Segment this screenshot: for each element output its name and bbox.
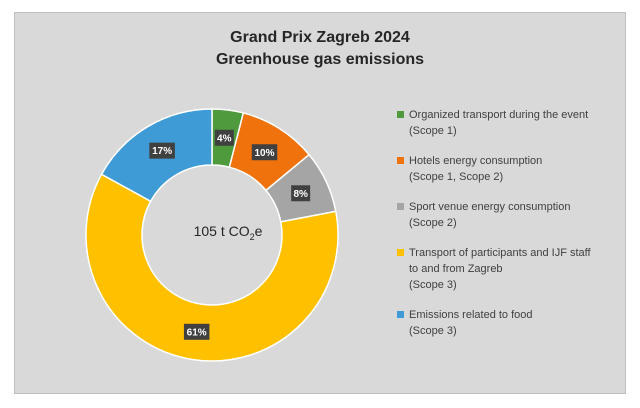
legend-item-3: Transport of participants and IJF staff t…	[397, 245, 633, 293]
legend-label-line: (Scope 1, Scope 2)	[409, 171, 504, 183]
legend-item-0: Organized transport during the event (Sco…	[397, 107, 633, 139]
legend-label-line: Sport venue energy consumption	[409, 201, 571, 213]
chart-area: Grand Prix Zagreb 2024 Greenhouse gas em…	[14, 12, 626, 394]
data-label-box-4	[149, 142, 175, 159]
data-label-box-2	[291, 185, 311, 202]
chart-title-line-1: Grand Prix Zagreb 2024	[230, 29, 410, 46]
legend-swatch-0	[397, 111, 404, 118]
data-label-box-1	[251, 144, 278, 161]
data-label-box-0	[214, 129, 234, 146]
data-label-3: 61%	[187, 327, 207, 338]
data-label-box-3	[183, 323, 210, 340]
legend-label-line: Organized transport during the event	[409, 109, 589, 121]
donut-chart: 4% 10% 8% 61% 17%	[85, 108, 339, 362]
legend-label-line: (Scope 2)	[409, 217, 457, 229]
data-label-4: 17%	[152, 146, 172, 157]
legend-swatch-2	[397, 203, 404, 210]
legend-label-0: Organized transport during the event (Sco…	[409, 107, 633, 139]
data-label-0: 4%	[217, 133, 232, 144]
center-label: 105 t CO2e	[163, 223, 293, 242]
legend-label-line: Hotels energy consumption	[409, 155, 543, 167]
legend-label-4: Emissions related to food (Scope 3)	[409, 307, 633, 339]
center-label-suffix: e	[254, 223, 263, 239]
legend-label-line: to and from Zagreb	[409, 263, 503, 275]
legend-item-1: Hotels energy consumption (Scope 1, Scope…	[397, 153, 633, 185]
legend-label-line: Emissions related to food	[409, 309, 533, 321]
legend-swatch-1	[397, 157, 404, 164]
legend-item-2: Sport venue energy consumption (Scope 2)	[397, 199, 633, 231]
chart-title: Grand Prix Zagreb 2024 Greenhouse gas em…	[15, 27, 625, 71]
legend-label-2: Sport venue energy consumption (Scope 2)	[409, 199, 633, 231]
legend-label-3: Transport of participants and IJF staff t…	[409, 245, 633, 293]
data-label-2: 8%	[293, 189, 308, 200]
legend-label-line: Transport of participants and IJF staff	[409, 247, 591, 259]
donut-slice-3	[85, 173, 339, 362]
legend-label-line: (Scope 3)	[409, 325, 457, 337]
legend-swatch-3	[397, 249, 404, 256]
center-label-prefix: 105 t CO	[193, 223, 250, 239]
chart-legend: Organized transport during the event (Sco…	[397, 107, 633, 353]
legend-swatch-4	[397, 311, 404, 318]
data-label-1: 10%	[255, 148, 275, 159]
chart-title-line-2: Greenhouse gas emissions	[215, 51, 425, 68]
legend-label-line: (Scope 1)	[409, 125, 457, 137]
legend-label-1: Hotels energy consumption (Scope 1, Scope…	[409, 153, 633, 185]
center-label-subscript: 2	[249, 231, 255, 242]
legend-label-line: (Scope 3)	[409, 279, 457, 291]
legend-item-4: Emissions related to food (Scope 3)	[397, 307, 633, 339]
